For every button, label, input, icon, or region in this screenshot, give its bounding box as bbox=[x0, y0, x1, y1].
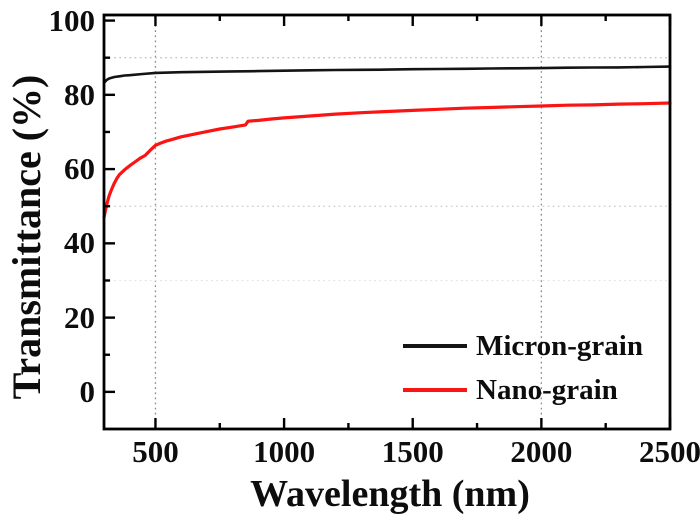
legend-entry-micron-grain: Micron-grain bbox=[403, 327, 643, 365]
x-axis-title: Wavelength (nm) bbox=[250, 473, 530, 515]
micron-grain-line-swatch bbox=[403, 344, 467, 348]
curve-nano-grain bbox=[102, 101, 672, 219]
y-tick-label-40: 40 bbox=[64, 225, 95, 261]
nano-grain-line-swatch bbox=[403, 388, 467, 392]
y-tick-label-100: 100 bbox=[48, 2, 96, 38]
y-tick-label-0: 0 bbox=[79, 373, 96, 409]
y-tick-label-60: 60 bbox=[64, 151, 95, 187]
plot-frame bbox=[102, 13, 672, 431]
y-tick-label-80: 80 bbox=[64, 76, 95, 112]
x-tick-label-1000: 1000 bbox=[253, 434, 316, 469]
legend-entry-nano-grain: Nano-grain bbox=[403, 371, 643, 409]
x-tick-label-2000: 2000 bbox=[510, 434, 573, 469]
y-axis-title: Transmittance (%) bbox=[4, 74, 49, 400]
data-curves bbox=[102, 65, 672, 219]
curve-micron-grain bbox=[102, 65, 672, 85]
x-tick-label-500: 500 bbox=[132, 434, 179, 469]
legend: Micron-grain Nano-grain bbox=[403, 327, 643, 409]
legend-label-micron-grain: Micron-grain bbox=[476, 330, 643, 362]
legend-label-nano-grain: Nano-grain bbox=[476, 374, 618, 406]
x-tick-label-1500: 1500 bbox=[381, 434, 444, 469]
y-tick-label-20: 20 bbox=[64, 299, 95, 335]
axis-ticks bbox=[104, 15, 672, 429]
x-tick-label-2500: 2500 bbox=[639, 434, 700, 469]
